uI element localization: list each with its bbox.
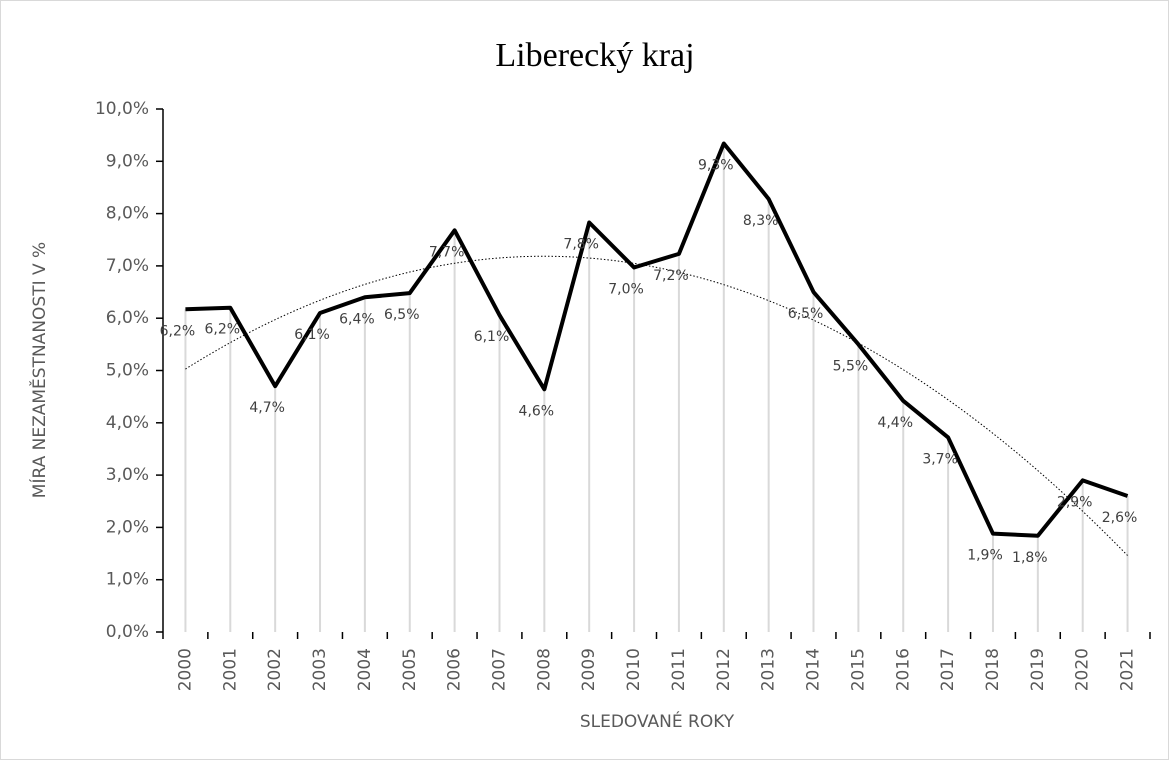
y-tick-label: 4,0% — [106, 413, 149, 433]
y-tick-label: 5,0% — [106, 361, 149, 381]
x-tick-label: 2016 — [893, 648, 913, 691]
data-label: 5,5% — [833, 358, 869, 374]
y-tick-label: 7,0% — [106, 256, 149, 276]
x-tick-label: 2010 — [624, 648, 644, 691]
data-label: 2,6% — [1102, 510, 1138, 526]
y-tick-label: 10,0% — [95, 99, 149, 119]
x-tick-label: 2002 — [265, 648, 285, 691]
data-label: 3,7% — [922, 451, 958, 467]
data-label: 9,3% — [698, 158, 734, 174]
data-label: 1,8% — [1012, 550, 1048, 566]
trendline — [185, 255, 1128, 556]
x-tick-label: 2013 — [759, 648, 779, 691]
y-tick-label: 9,0% — [106, 151, 149, 171]
chart-title: Liberecký kraj — [495, 37, 694, 74]
x-tick-label: 2006 — [445, 648, 465, 691]
data-label: 6,1% — [294, 327, 330, 343]
y-tick-label: 1,0% — [106, 570, 149, 590]
data-label: 4,4% — [877, 415, 913, 431]
data-label: 6,1% — [474, 329, 510, 345]
y-tick-label: 6,0% — [106, 308, 149, 328]
x-tick-label: 2018 — [983, 648, 1003, 691]
x-tick-label: 2007 — [489, 648, 509, 691]
x-tick-label: 2003 — [310, 648, 330, 691]
data-label: 1,9% — [967, 548, 1003, 564]
x-tick-label: 2012 — [714, 648, 734, 691]
data-label: 4,6% — [519, 403, 555, 419]
x-tick-label: 2020 — [1073, 648, 1093, 691]
x-tick-label: 2019 — [1028, 648, 1048, 691]
x-tick-label: 2001 — [220, 648, 240, 691]
data-line — [185, 141, 1129, 538]
x-tick-label: 2000 — [175, 648, 195, 691]
data-label: 8,3% — [743, 213, 779, 229]
x-tick-label: 2011 — [669, 648, 689, 691]
x-tick-label: 2008 — [534, 648, 554, 691]
data-label: 6,4% — [339, 311, 375, 327]
x-tick-label: 2017 — [938, 648, 958, 691]
data-label: 6,2% — [205, 322, 241, 338]
x-tick-label: 2004 — [355, 648, 375, 691]
x-tick-label: 2009 — [579, 648, 599, 691]
data-label: 2,9% — [1057, 494, 1093, 510]
y-tick-label: 8,0% — [106, 204, 149, 224]
data-label: 6,2% — [160, 323, 196, 339]
data-label: 6,5% — [788, 306, 824, 322]
x-tick-label: 2015 — [848, 648, 868, 691]
y-tick-label: 0,0% — [106, 622, 149, 642]
data-label: 7,2% — [653, 268, 689, 284]
y-tick-label: 3,0% — [106, 465, 149, 485]
data-label: 7,0% — [608, 281, 644, 297]
data-label: 7,8% — [563, 236, 599, 252]
x-axis-title: SLEDOVANÉ ROKY — [580, 710, 735, 732]
data-label: 4,7% — [249, 400, 285, 416]
data-label: 7,7% — [429, 244, 465, 260]
x-tick-label: 2005 — [400, 648, 420, 691]
y-axis-title: MÍRA NEZAMĚSTNANOSTI V % — [28, 242, 50, 498]
x-tick-label: 2014 — [804, 648, 824, 691]
y-tick-label: 2,0% — [106, 517, 149, 537]
x-tick-label: 2021 — [1118, 648, 1138, 691]
data-label: 6,5% — [384, 307, 420, 323]
